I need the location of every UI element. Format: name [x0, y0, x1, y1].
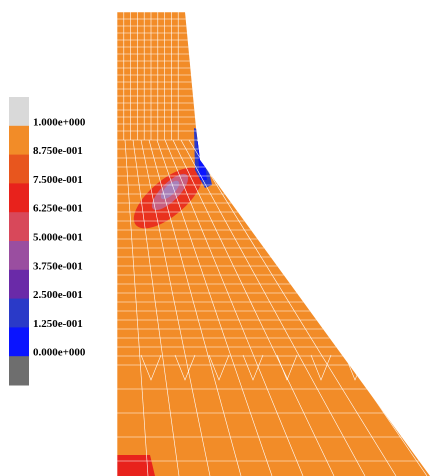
legend-swatch — [9, 270, 29, 299]
legend-label: 1.000e+000 — [33, 116, 86, 128]
legend-label: 2.500e-001 — [33, 289, 83, 301]
legend-swatch — [9, 241, 29, 270]
legend: 1.000e+000 8.750e-001 7.500e-001 6.250e-001… — [9, 97, 86, 386]
legend-swatch — [9, 126, 29, 155]
legend-swatch — [9, 356, 29, 385]
legend-swatch — [9, 183, 29, 212]
legend-label: 6.250e-001 — [33, 203, 83, 215]
legend-swatch — [9, 97, 29, 126]
legend-swatch — [9, 327, 29, 356]
legend-label: 3.750e-001 — [33, 260, 83, 272]
legend-label: 7.500e-001 — [33, 174, 83, 186]
contour-plot: 1.000e+000 8.750e-001 7.500e-001 6.250e-001… — [0, 0, 433, 476]
legend-swatch — [9, 212, 29, 241]
legend-label: 8.750e-001 — [33, 145, 83, 157]
legend-swatch — [9, 299, 29, 328]
legend-label: 5.000e-001 — [33, 232, 83, 244]
legend-label: 0.000e+000 — [33, 347, 86, 359]
legend-label: 1.250e-001 — [33, 318, 83, 330]
mesh-body — [110, 10, 433, 476]
mesh-line — [379, 355, 399, 380]
legend-swatch — [9, 155, 29, 184]
